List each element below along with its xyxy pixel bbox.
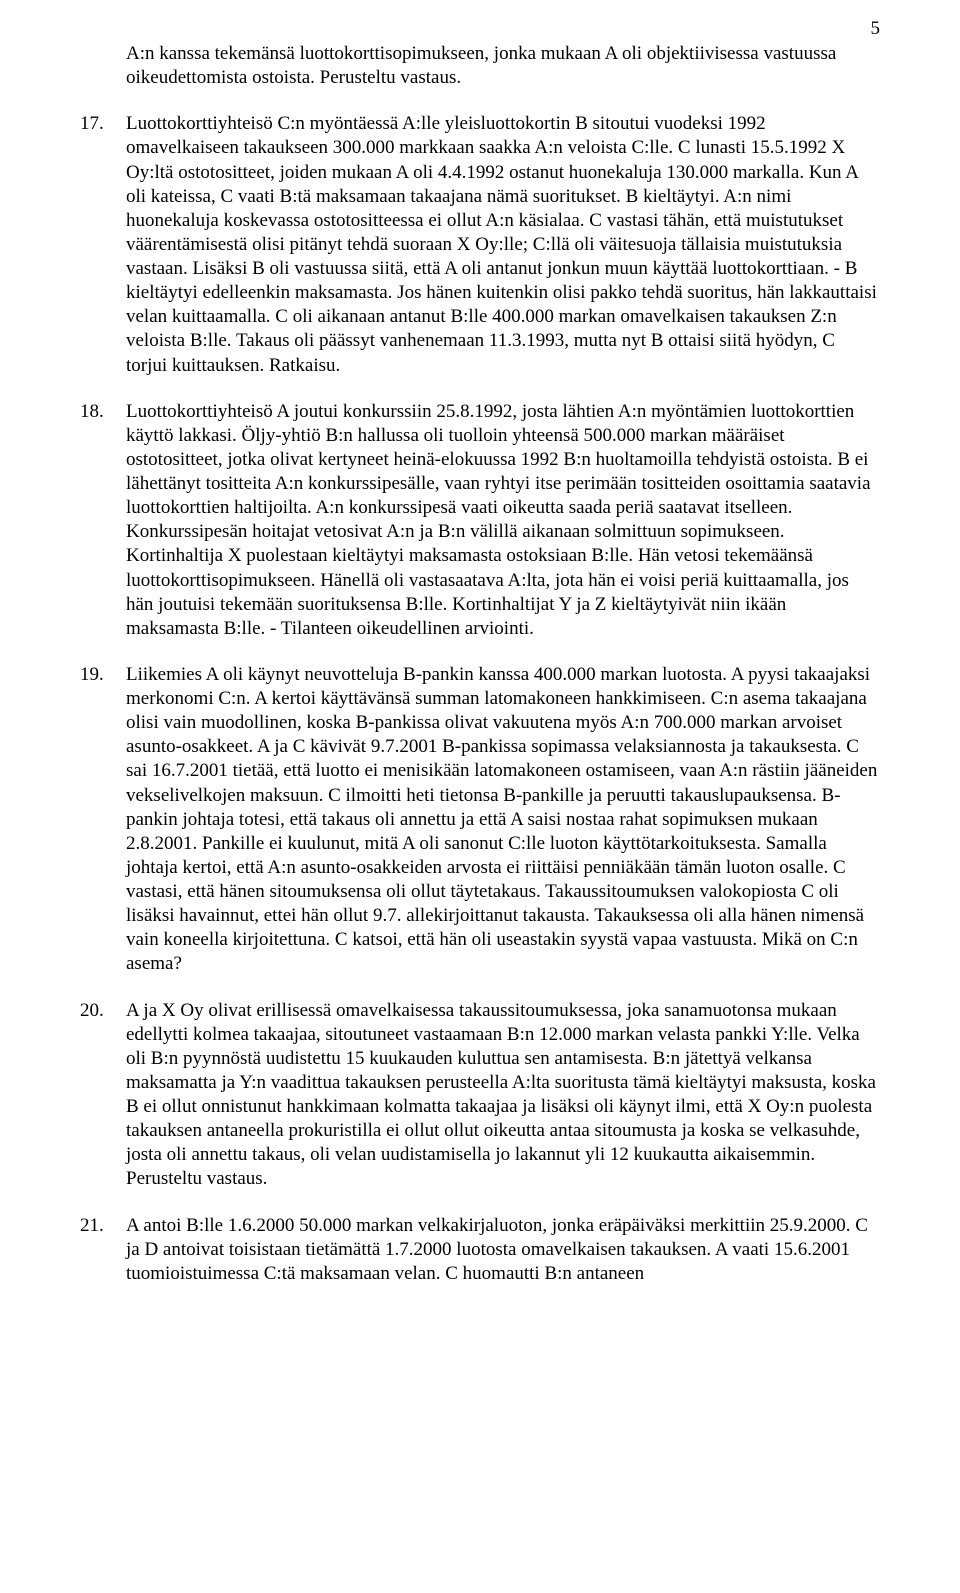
- list-item: 18. Luottokorttiyhteisö A joutui konkurs…: [80, 400, 880, 641]
- list-item: 21. A antoi B:lle 1.6.2000 50.000 markan…: [80, 1214, 880, 1286]
- item-body: A ja X Oy olivat erillisessä omavelkaise…: [126, 999, 880, 1192]
- item-number: 17.: [80, 112, 126, 136]
- item-body: A antoi B:lle 1.6.2000 50.000 markan vel…: [126, 1214, 880, 1286]
- item-number: 19.: [80, 663, 126, 687]
- intro-fragment: A:n kanssa tekemänsä luottokorttisopimuk…: [126, 42, 880, 90]
- page-number: 5: [871, 18, 881, 40]
- list-item: 17. Luottokorttiyhteisö C:n myöntäessä A…: [80, 112, 880, 377]
- list-item: 19. Liikemies A oli käynyt neuvotteluja …: [80, 663, 880, 977]
- item-body: Liikemies A oli käynyt neuvotteluja B-pa…: [126, 663, 880, 977]
- item-body: Luottokorttiyhteisö A joutui konkurssiin…: [126, 400, 880, 641]
- item-number: 21.: [80, 1214, 126, 1238]
- document-page: 5 A:n kanssa tekemänsä luottokorttisopim…: [0, 0, 960, 1593]
- item-number: 20.: [80, 999, 126, 1023]
- item-number: 18.: [80, 400, 126, 424]
- list-item: 20. A ja X Oy olivat erillisessä omavelk…: [80, 999, 880, 1192]
- item-body: Luottokorttiyhteisö C:n myöntäessä A:lle…: [126, 112, 880, 377]
